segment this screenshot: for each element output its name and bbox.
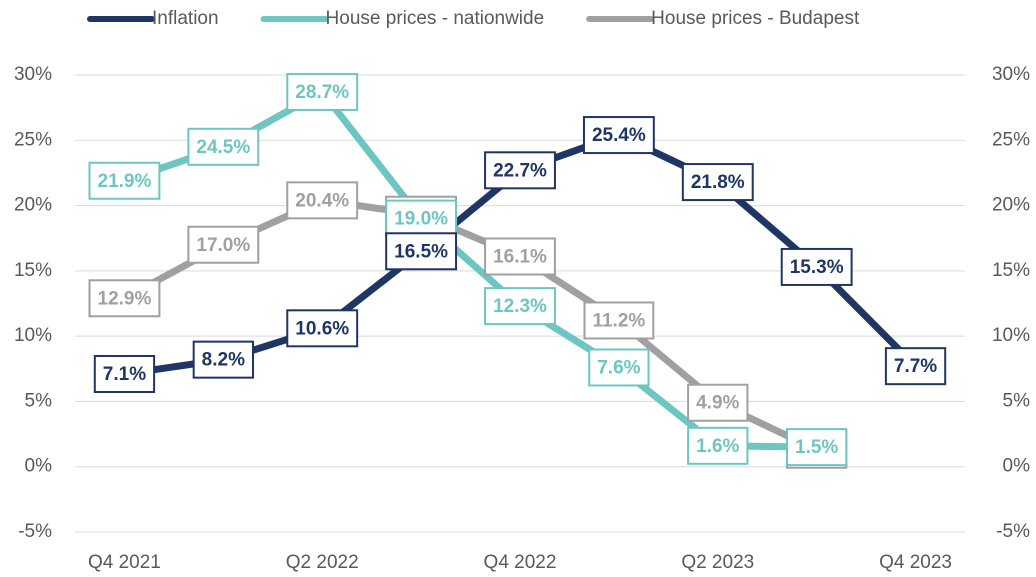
value-label: 15.3% bbox=[790, 257, 844, 278]
x-tick-label: Q4 2023 bbox=[879, 552, 952, 573]
value-label-box bbox=[286, 181, 359, 220]
value-label-box bbox=[88, 161, 161, 200]
value-label-box bbox=[484, 237, 556, 276]
value-label: 24.5% bbox=[196, 137, 250, 158]
y2-tick-label: 10% bbox=[992, 325, 1030, 346]
y2-tick-label: 15% bbox=[992, 260, 1030, 281]
value-label: 16.5% bbox=[394, 241, 448, 262]
value-label-box bbox=[786, 428, 848, 467]
value-label-box bbox=[93, 355, 156, 394]
value-label-box bbox=[385, 199, 458, 238]
y-tick-label: 10% bbox=[14, 325, 52, 346]
value-label-box bbox=[286, 72, 359, 111]
value-label-box bbox=[187, 225, 260, 264]
y-tick-label: 20% bbox=[14, 195, 52, 216]
value-label: 1.5% bbox=[795, 437, 838, 458]
value-label: 17.0% bbox=[196, 235, 250, 256]
value-label: 16.1% bbox=[493, 247, 547, 268]
value-label-box bbox=[286, 309, 359, 348]
value-label: 22.7% bbox=[493, 160, 547, 181]
value-label-box bbox=[884, 347, 947, 386]
value-label-box bbox=[582, 116, 655, 155]
y2-tick-label: 0% bbox=[1003, 456, 1031, 477]
y-tick-label: -5% bbox=[18, 521, 52, 542]
value-label: 21.9% bbox=[98, 171, 152, 192]
y2-tick-label: -5% bbox=[996, 521, 1030, 542]
value-label: 7.1% bbox=[103, 364, 146, 385]
value-label: 12.9% bbox=[98, 288, 152, 309]
value-label: 25.4% bbox=[592, 125, 646, 146]
value-label-box bbox=[187, 127, 260, 166]
y-tick-label: 5% bbox=[25, 390, 53, 411]
y2-tick-label: 20% bbox=[992, 195, 1030, 216]
value-label: 12.3% bbox=[493, 296, 547, 317]
y2-tick-label: 25% bbox=[992, 129, 1030, 150]
value-label: 10.6% bbox=[295, 318, 349, 339]
legend-label: House prices - Budapest bbox=[651, 8, 860, 29]
value-label: 19.0% bbox=[394, 209, 448, 230]
y-tick-label: 30% bbox=[14, 64, 52, 85]
value-label-box bbox=[88, 279, 161, 318]
value-label: 4.9% bbox=[696, 393, 739, 414]
value-label: 7.6% bbox=[597, 357, 640, 378]
value-label: 20.4% bbox=[295, 190, 349, 211]
legend-label: House prices - nationwide bbox=[326, 8, 545, 29]
value-label-box bbox=[583, 301, 655, 340]
legend-label: Inflation bbox=[152, 8, 219, 29]
value-label-box bbox=[484, 151, 556, 190]
x-tick-label: Q2 2022 bbox=[286, 552, 359, 573]
x-tick-label: Q4 2022 bbox=[484, 552, 557, 573]
value-label: 11.2% bbox=[592, 310, 645, 331]
value-label-box bbox=[484, 287, 556, 326]
value-label: 21.8% bbox=[691, 172, 745, 193]
y2-tick-label: 5% bbox=[1003, 390, 1031, 411]
value-label: 28.7% bbox=[295, 82, 349, 103]
value-label-box bbox=[687, 426, 749, 465]
x-tick-label: Q4 2021 bbox=[88, 552, 161, 573]
x-tick-label: Q2 2023 bbox=[681, 552, 754, 573]
value-label: 1.6% bbox=[696, 436, 739, 457]
value-label-box bbox=[681, 163, 754, 202]
value-label-box bbox=[385, 232, 458, 271]
value-label-box bbox=[687, 383, 749, 422]
value-label-box bbox=[780, 247, 853, 286]
y2-tick-label: 30% bbox=[992, 64, 1030, 85]
value-label: 8.2% bbox=[202, 350, 245, 371]
value-label-box bbox=[588, 348, 650, 387]
y-tick-label: 0% bbox=[25, 456, 53, 477]
y-tick-label: 15% bbox=[14, 260, 52, 281]
value-label-box bbox=[192, 340, 254, 379]
value-label: 7.7% bbox=[894, 356, 937, 377]
y-tick-label: 25% bbox=[14, 129, 52, 150]
